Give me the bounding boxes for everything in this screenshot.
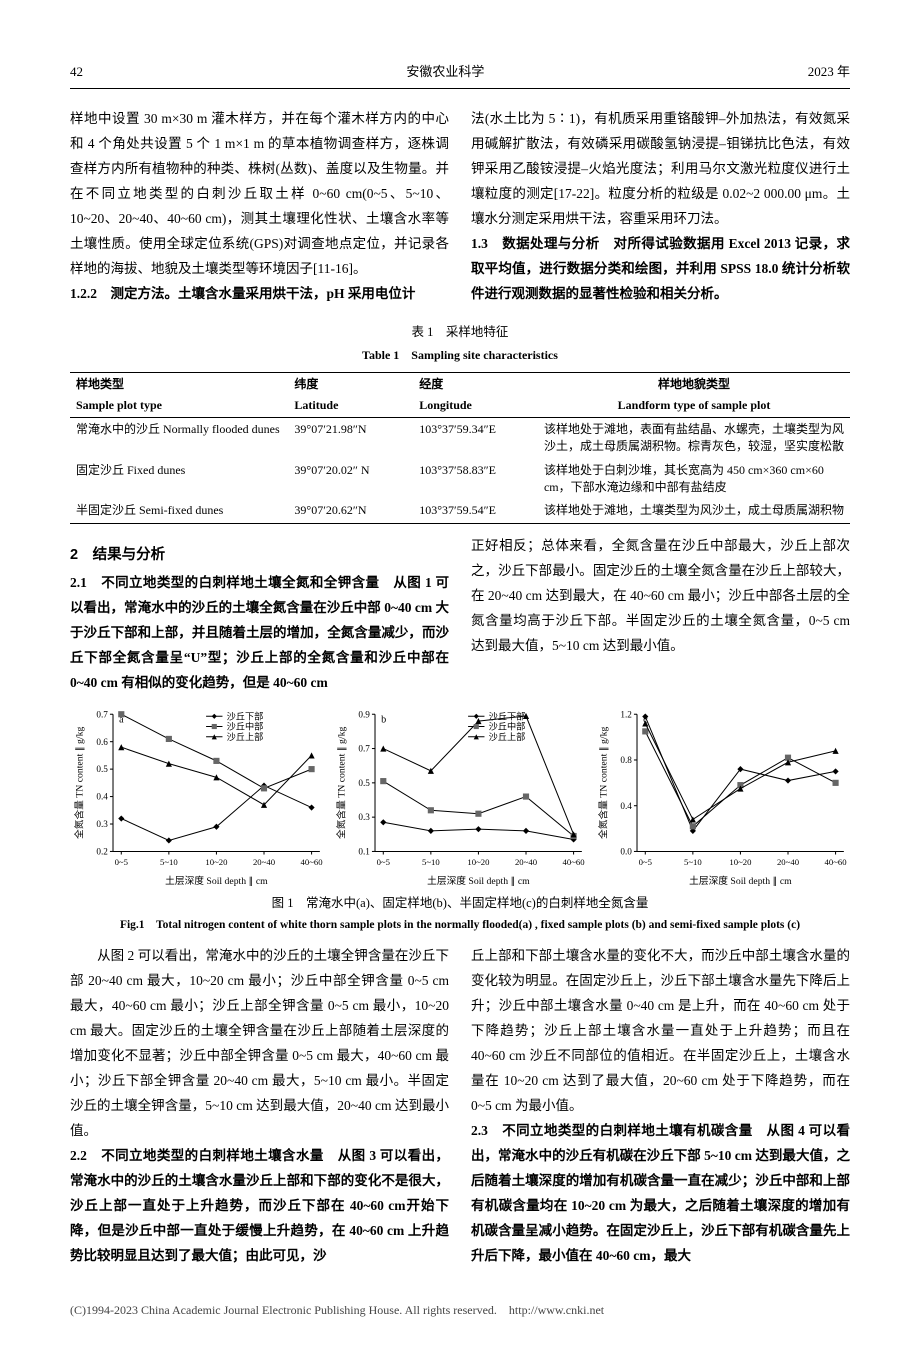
svg-text:沙丘下部: 沙丘下部 [227, 710, 264, 721]
th-en: Latitude [288, 397, 413, 418]
th: 经度 [413, 373, 538, 397]
svg-text:0.1: 0.1 [358, 846, 370, 856]
top-body: 样地中设置 30 m×30 m 灌木样方，并在每个灌木样方内的中心和 4 个角处… [70, 107, 850, 307]
td: 该样地处于滩地，土壤类型为风沙土，成土母质属湖积物 [538, 499, 850, 523]
svg-text:全氮含量 TN content ∥ g/kg: 全氮含量 TN content ∥ g/kg [72, 726, 85, 838]
svg-text:0.5: 0.5 [96, 764, 108, 774]
td: 39°07′20.62″N [288, 499, 413, 523]
svg-text:40~60: 40~60 [563, 856, 586, 866]
fig-caption-cn: 图 1 常淹水中(a)、固定样地(b)、半固定样地(c)的白刺样地全氮含量 [70, 892, 850, 915]
table-caption-en: Table 1 Sampling site characteristics [70, 344, 850, 366]
section-title: 2 结果与分析 [70, 542, 449, 569]
svg-text:沙丘中部: 沙丘中部 [489, 720, 526, 731]
para: 2.2 不同立地类型的白刺样地土壤含水量 从图 3 可以看出，常淹水中的沙丘的土… [70, 1144, 449, 1269]
td: 该样地处于滩地，表面有盐结晶、水螺壳，土壤类型为风沙土，成土母质属湖积物。棕青灰… [538, 417, 850, 458]
page-header: 42 安徽农业科学 2023 年 [70, 60, 850, 89]
svg-text:0.3: 0.3 [96, 819, 108, 829]
td: 39°07′21.98″N [288, 417, 413, 458]
svg-text:20~40: 20~40 [253, 856, 276, 866]
svg-text:0~5: 0~5 [115, 856, 128, 866]
svg-text:0.2: 0.2 [96, 846, 108, 856]
para: 样地中设置 30 m×30 m 灌木样方，并在每个灌木样方内的中心和 4 个角处… [70, 107, 449, 282]
section2-body: 2 结果与分析 2.1 不同立地类型的白刺样地土壤全氮和全钾含量 从图 1 可以… [70, 534, 850, 696]
svg-text:5~10: 5~10 [422, 856, 440, 866]
chart-box: 0.00.40.81.2c0~55~1010~2020~4040~60土层深度 … [594, 704, 850, 888]
bottom-body: 从图 2 可以看出，常淹水中的沙丘的土壤全钾含量在沙丘下部 20~40 cm 最… [70, 944, 850, 1269]
sampling-table: 样地类型 纬度 经度 样地地貌类型 Sample plot type Latit… [70, 372, 850, 524]
svg-text:0.7: 0.7 [96, 709, 108, 719]
chart-panel-b: 0.1 0.3 0.5 0.7 0.9 b 0~5 5~10 10~20 20~40 40~60 土层… [332, 704, 588, 888]
svg-text:0.3: 0.3 [358, 812, 370, 822]
para: 正好相反；总体来看，全氮含量在沙丘中部最大，沙丘上部次之，沙丘下部最小。固定沙丘… [471, 534, 850, 659]
svg-text:10~20: 10~20 [467, 856, 490, 866]
th: 纬度 [288, 373, 413, 397]
svg-text:10~20: 10~20 [205, 856, 228, 866]
svg-text:土层深度 Soil depth ∥ cm: 土层深度 Soil depth ∥ cm [165, 874, 268, 887]
svg-text:0.9: 0.9 [358, 709, 370, 719]
svg-text:土层深度 Soil depth ∥ cm: 土层深度 Soil depth ∥ cm [689, 874, 792, 887]
svg-text:0.4: 0.4 [96, 791, 108, 801]
svg-text:沙丘下部: 沙丘下部 [489, 710, 526, 721]
th-en: Longitude [413, 397, 538, 418]
td: 103°37′59.54″E [413, 499, 538, 523]
page-number: 42 [70, 60, 83, 84]
svg-text:0.7: 0.7 [358, 743, 370, 753]
page-year: 2023 年 [808, 60, 850, 84]
svg-text:0.0: 0.0 [620, 846, 632, 856]
para: 1.2.2 测定方法。土壤含水量采用烘干法，pH 采用电位计 [70, 282, 449, 307]
svg-text:0~5: 0~5 [377, 856, 390, 866]
figure-1: 0.20.30.40.50.60.7a0~55~1010~2020~4040~6… [70, 704, 850, 888]
th: 样地地貌类型 [538, 373, 850, 397]
para: 法(水土比为 5∶1)，有机质采用重铬酸钾–外加热法，有效氮采用碱解扩散法，有效… [471, 107, 850, 232]
svg-text:20~40: 20~40 [515, 856, 538, 866]
para: 2.3 不同立地类型的白刺样地土壤有机碳含量 从图 4 可以看出，常淹水中的沙丘… [471, 1119, 850, 1269]
footer: (C)1994-2023 China Academic Journal Elec… [70, 1299, 850, 1321]
chart-panel-a: 0.20.30.40.50.60.7a0~55~1010~2020~4040~6… [70, 704, 326, 888]
table-caption-cn: 表 1 采样地特征 [70, 321, 850, 344]
svg-text:b: b [381, 714, 386, 725]
svg-text:沙丘上部: 沙丘上部 [489, 730, 526, 741]
fig-caption-en: Fig.1 Total nitrogen content of white th… [70, 915, 850, 936]
subheading: 2.2 不同立地类型的白刺样地土壤含水量 从图 3 可以看出，常淹水中的沙丘的土… [70, 1148, 449, 1263]
td: 103°37′59.34″E [413, 417, 538, 458]
para: 丘上部和下部土壤含水量的变化不大，而沙丘中部土壤含水量的变化较为明显。在固定沙丘… [471, 944, 850, 1119]
journal-name: 安徽农业科学 [406, 60, 484, 84]
svg-text:5~10: 5~10 [160, 856, 178, 866]
td: 39°07′20.02″ N [288, 459, 413, 500]
svg-text:土层深度 Soil depth ∥ cm: 土层深度 Soil depth ∥ cm [427, 874, 530, 887]
chart-box: 0.1 0.3 0.5 0.7 0.9 b 0~5 5~10 10~20 20~40 40~60 土层… [332, 704, 588, 888]
para: 从图 2 可以看出，常淹水中的沙丘的土壤全钾含量在沙丘下部 20~40 cm 最… [70, 944, 449, 1144]
td: 103°37′58.83″E [413, 459, 538, 500]
chart-box: 0.20.30.40.50.60.7a0~55~1010~2020~4040~6… [70, 704, 326, 888]
svg-text:5~10: 5~10 [684, 856, 702, 866]
subheading: 2.1 不同立地类型的白刺样地土壤全氮和全钾含量 从图 1 可以看出，常淹水中的… [70, 575, 449, 690]
th-en: Sample plot type [70, 397, 288, 418]
svg-text:0.6: 0.6 [96, 736, 108, 746]
th: 样地类型 [70, 373, 288, 397]
svg-text:沙丘上部: 沙丘上部 [227, 730, 264, 741]
subheading: 1.3 数据处理与分析 对所得试验数据用 Excel 2013 记录，求取平均值… [471, 236, 850, 301]
svg-text:0.5: 0.5 [358, 777, 370, 787]
td: 该样地处于白刺沙堆，其长宽高为 450 cm×360 cm×60 cm，下部水淹… [538, 459, 850, 500]
svg-text:20~40: 20~40 [777, 856, 800, 866]
svg-text:40~60: 40~60 [825, 856, 848, 866]
svg-text:沙丘中部: 沙丘中部 [227, 720, 264, 731]
subheading: 1.2.2 测定方法。土壤含水量采用烘干法，pH 采用电位计 [70, 286, 415, 301]
chart-panel-c: 0.00.40.81.2c0~55~1010~2020~4040~60土层深度 … [594, 704, 850, 888]
svg-text:0~5: 0~5 [639, 856, 652, 866]
para: 2.1 不同立地类型的白刺样地土壤全氮和全钾含量 从图 1 可以看出，常淹水中的… [70, 571, 449, 696]
td: 半固定沙丘 Semi-fixed dunes [70, 499, 288, 523]
svg-text:0.8: 0.8 [620, 755, 632, 765]
td: 常淹水中的沙丘 Normally flooded dunes [70, 417, 288, 458]
svg-text:1.2: 1.2 [620, 709, 632, 719]
svg-text:40~60: 40~60 [301, 856, 324, 866]
svg-text:全氮含量 TN content ∥ g/kg: 全氮含量 TN content ∥ g/kg [334, 726, 347, 838]
para: 1.3 数据处理与分析 对所得试验数据用 Excel 2013 记录，求取平均值… [471, 232, 850, 307]
th-en: Landform type of sample plot [538, 397, 850, 418]
svg-text:10~20: 10~20 [729, 856, 752, 866]
svg-text:0.4: 0.4 [620, 800, 632, 810]
subheading: 2.3 不同立地类型的白刺样地土壤有机碳含量 从图 4 可以看出，常淹水中的沙丘… [471, 1123, 850, 1263]
svg-text:全氮含量 TN content ∥ g/kg: 全氮含量 TN content ∥ g/kg [596, 726, 609, 838]
td: 固定沙丘 Fixed dunes [70, 459, 288, 500]
